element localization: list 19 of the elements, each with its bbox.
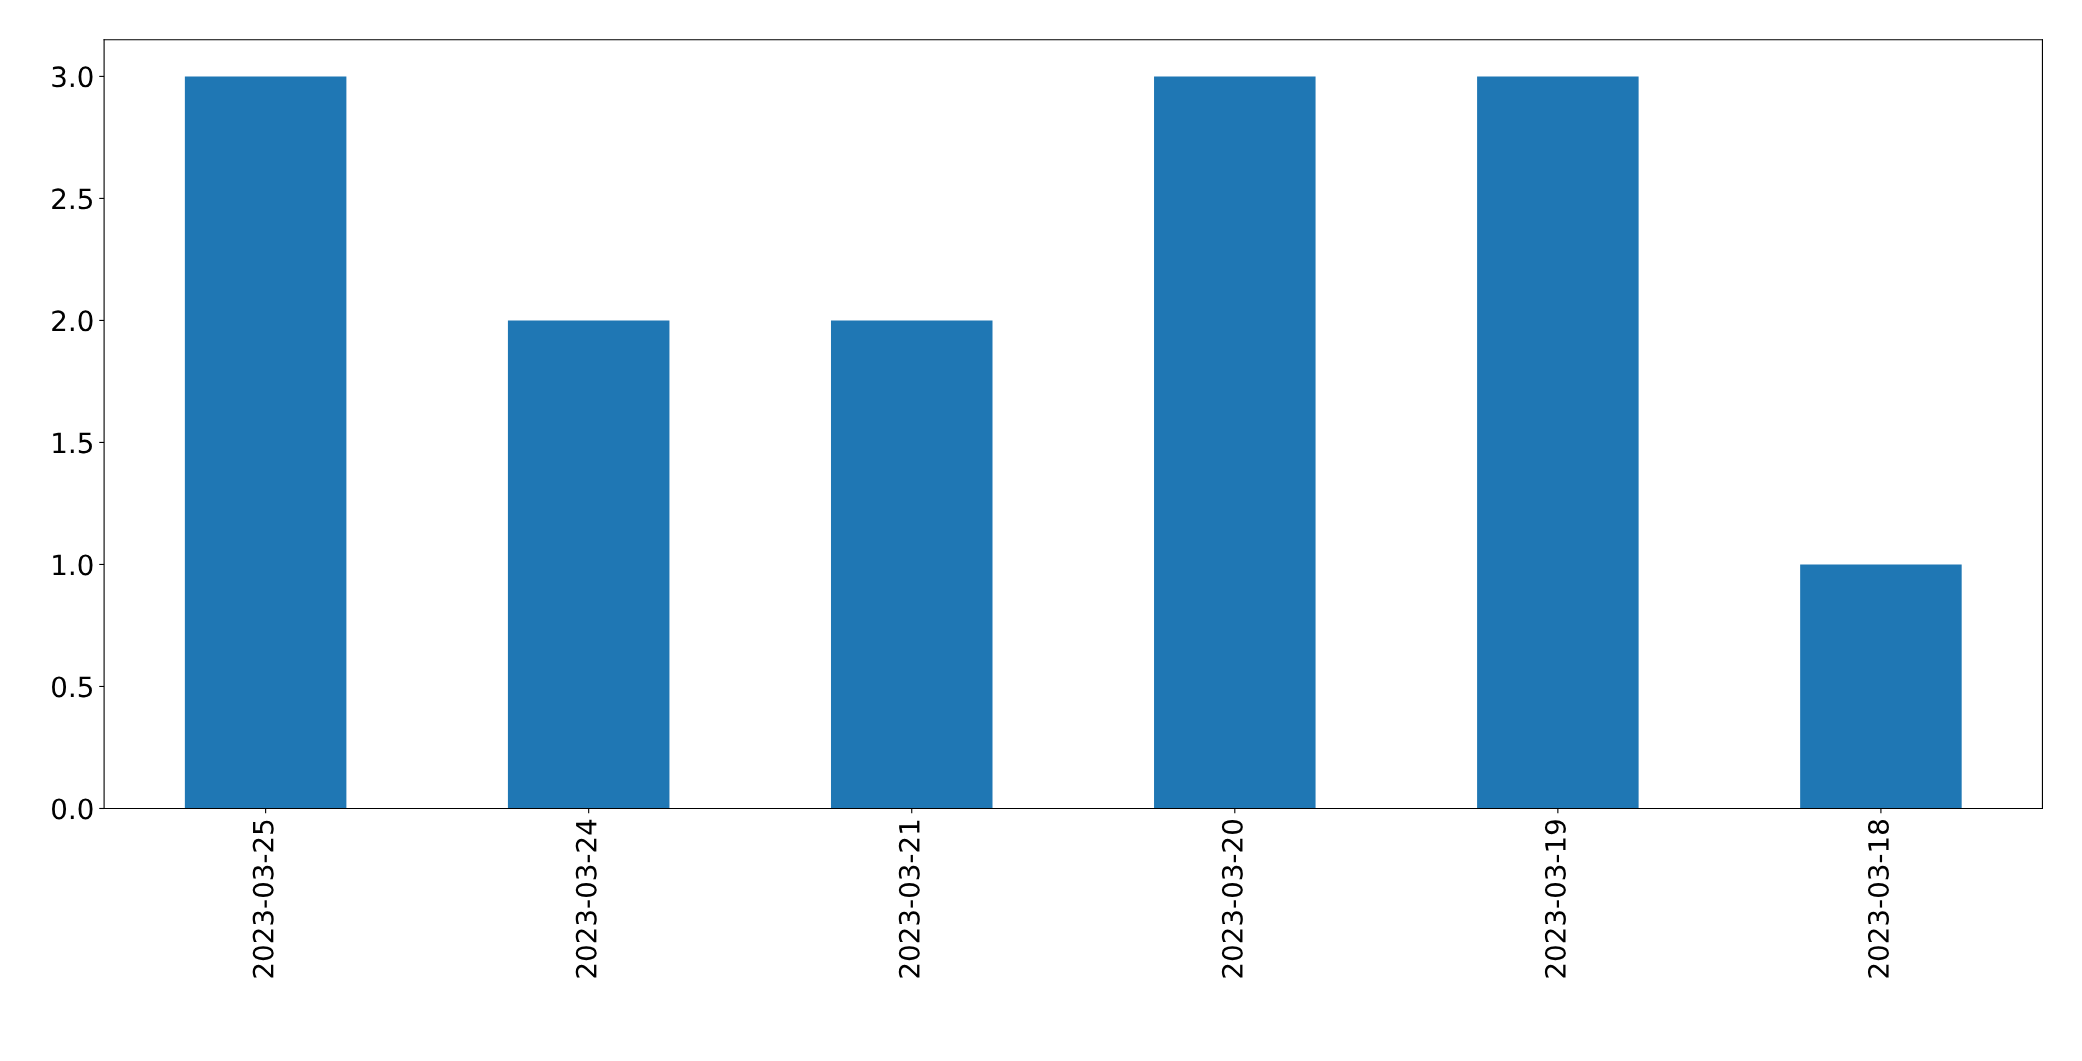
- bar: [1154, 76, 1316, 809]
- y-tick-label: 1.5: [53, 432, 92, 454]
- x-tick-label: 2023-03-25: [252, 820, 274, 978]
- y-tick-label: 1.0: [53, 554, 93, 576]
- y-tick-label: 0.5: [52, 676, 92, 698]
- x-tick-label: 2023-03-24: [575, 819, 597, 978]
- bar: [184, 76, 347, 809]
- bar: [1477, 76, 1639, 809]
- x-tick-label: 2023-03-18: [1867, 820, 1889, 978]
- y-tick-label: 2.5: [52, 188, 92, 210]
- y-tick-label: 2.0: [52, 310, 93, 332]
- bar: [1800, 564, 1962, 809]
- y-tick-label: 0.0: [52, 798, 93, 820]
- bar: [830, 320, 993, 809]
- y-tick-label: 3.0: [52, 66, 93, 88]
- x-tick-label: 2023-03-19: [1544, 820, 1566, 978]
- bar: [507, 320, 670, 809]
- x-tick-label: 2023-03-21: [898, 820, 920, 978]
- x-tick-label: 2023-03-20: [1221, 820, 1243, 978]
